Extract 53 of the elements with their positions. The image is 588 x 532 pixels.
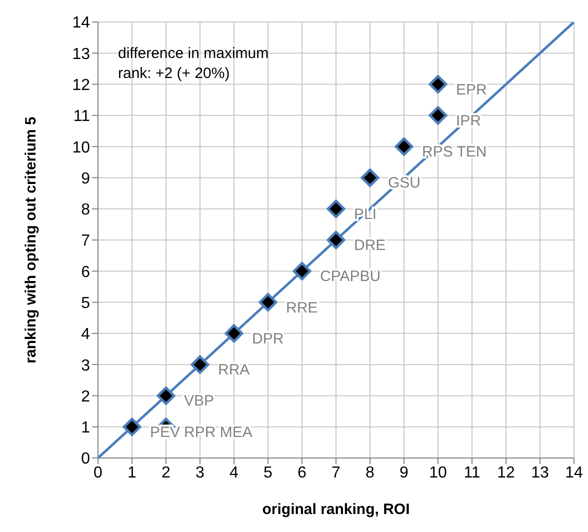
y-tick-label: 9 (81, 170, 90, 188)
x-tick-label: 11 (464, 464, 480, 482)
x-tick-label: 13 (531, 464, 549, 482)
y-tick-label: 2 (81, 388, 90, 406)
data-label: RRE (286, 299, 318, 316)
x-tick-label: 12 (497, 464, 515, 482)
x-tick-label: 5 (264, 464, 273, 482)
y-tick-label: 4 (81, 326, 90, 344)
x-tick-label: 9 (400, 464, 409, 482)
y-tick-label: 7 (81, 232, 90, 250)
y-tick-label: 6 (81, 264, 90, 281)
x-tick-label: 6 (298, 464, 307, 482)
data-label: VBP (184, 392, 214, 410)
y-tick-label: 1 (81, 420, 90, 437)
x-axis-title: original ranking, ROI (262, 501, 410, 518)
data-label: DPR (252, 330, 284, 348)
point (258, 293, 278, 312)
data-label: DRE (354, 237, 386, 254)
y-tick-label: 14 (72, 14, 90, 32)
y-tick-label: 10 (72, 139, 90, 156)
y-tick-label: 8 (81, 202, 90, 219)
data-label: CPAPBU (320, 268, 381, 286)
point (428, 75, 448, 94)
data-label: RPR MEA (184, 424, 252, 441)
y-tick-label: 0 (81, 450, 90, 468)
x-tick-label: 14 (565, 464, 583, 482)
y-tick-label: 13 (72, 46, 90, 63)
x-tick-label: 2 (162, 464, 171, 482)
annotation: difference in maximum rank: +2 (+ 20%) (118, 44, 270, 84)
point (360, 168, 380, 187)
x-tick-label: 0 (94, 464, 103, 482)
point (224, 324, 244, 343)
data-label: EPR (456, 81, 488, 98)
x-tick-label: 8 (366, 464, 375, 482)
y-axis-title: ranking with opting out criterium 5 (22, 116, 40, 364)
point (190, 355, 210, 374)
point (156, 386, 176, 405)
y-tick-label: 5 (81, 294, 90, 312)
y-tick-label: 3 (81, 357, 90, 374)
x-tick-label: 4 (230, 464, 239, 482)
point (394, 137, 414, 156)
point (292, 262, 312, 280)
x-tick-label: 10 (429, 464, 447, 482)
y-tick-label: 11 (73, 108, 90, 126)
point (326, 200, 346, 218)
x-tick-label: 3 (196, 464, 205, 482)
data-label: RRA (218, 362, 250, 379)
point (326, 230, 346, 250)
x-tick-label: 1 (128, 464, 137, 482)
x-tick-label: 7 (332, 464, 341, 482)
y-tick-label: 12 (72, 76, 90, 94)
point (122, 418, 142, 436)
point (428, 106, 448, 125)
